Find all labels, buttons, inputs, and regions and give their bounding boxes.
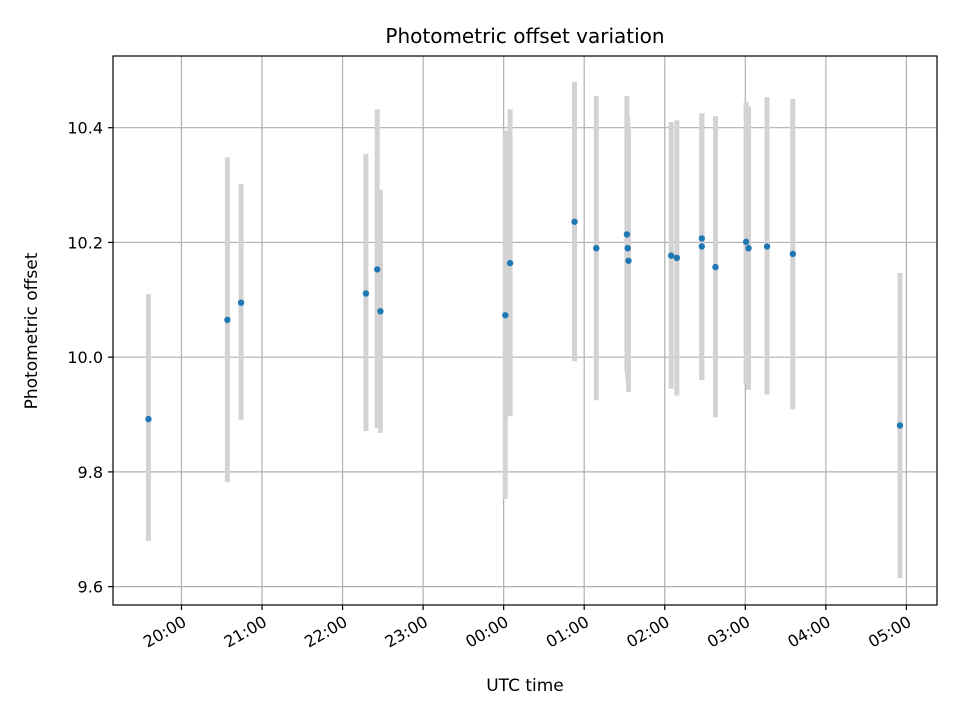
data-point (224, 316, 231, 324)
y-tick-label: 9.8 (78, 463, 103, 482)
data-point (712, 263, 719, 271)
data-point (673, 254, 681, 262)
data-point (502, 312, 509, 319)
plot-frame (112, 55, 938, 606)
data-point (506, 259, 514, 267)
chart-title: Photometric offset variation (385, 24, 664, 48)
data-point (789, 250, 797, 258)
x-axis-label: UTC time (486, 676, 564, 696)
data-point (745, 244, 752, 252)
y-tick-label: 10.4 (67, 119, 103, 138)
data-point (667, 252, 675, 259)
data-point (698, 243, 706, 250)
data-point (377, 308, 384, 315)
y-axis: 9.6 9.8 10.0 10.2 10.4 (67, 119, 113, 597)
data-point (742, 238, 750, 246)
y-tick-label: 10.0 (67, 348, 103, 367)
data-point (625, 257, 632, 264)
data-point (698, 235, 706, 242)
data-point (763, 243, 771, 250)
y-tick-label: 10.2 (67, 233, 103, 252)
data-point (571, 218, 578, 225)
data-points (145, 218, 904, 429)
data-point (623, 231, 631, 238)
data-point (624, 244, 631, 252)
data-point (373, 266, 381, 273)
data-point (593, 244, 600, 252)
y-axis-label: Photometric offset (22, 252, 42, 409)
data-point (145, 415, 152, 423)
y-tick-label: 9.6 (78, 578, 103, 597)
data-point (237, 299, 245, 306)
data-point (896, 422, 904, 429)
data-point (362, 290, 370, 297)
